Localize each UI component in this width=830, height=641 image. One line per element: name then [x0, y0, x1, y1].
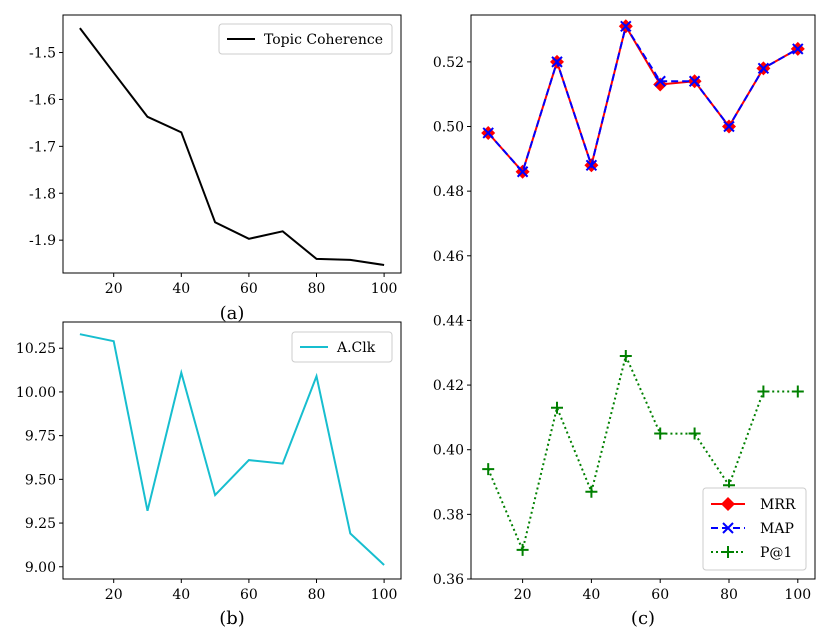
p-at-1-point [619, 349, 632, 362]
x-tick-label: 60 [651, 587, 669, 603]
y-tick-label: -1.9 [29, 233, 56, 249]
y-tick-label: -1.8 [29, 186, 56, 202]
map-point [757, 62, 770, 75]
topic-coherence-line [79, 27, 385, 266]
panel-b-ticks: 20 40 60 80 100 10.25 10.00 9.75 9.50 9.25 9.00 [16, 341, 398, 603]
x-tick-label: 80 [308, 587, 326, 603]
map-point [551, 56, 563, 68]
y-tick-label: 0.38 [433, 507, 464, 523]
x-tick-label: 80 [720, 587, 738, 603]
p-at-1-point [551, 401, 563, 414]
legend-marker-mrr [721, 497, 735, 511]
p-at-1-point [482, 463, 495, 476]
map-point [654, 75, 666, 87]
y-tick-label: 0.44 [433, 313, 464, 329]
y-tick-label: 10.00 [16, 385, 56, 401]
panel-c-legend: MRR MAP P@1 [702, 487, 807, 571]
x-tick-label: 100 [371, 281, 398, 297]
y-tick-label: 0.48 [433, 184, 464, 200]
y-tick-label: 9.00 [25, 560, 56, 576]
legend-label-topic-coherence: Topic Coherence [264, 32, 383, 48]
panel-a-frame [62, 14, 402, 274]
map-point [585, 159, 598, 171]
x-tick-label: 100 [371, 587, 398, 603]
legend-marker-p-at-1 [722, 546, 734, 558]
panel-a: 20 40 60 80 100 -1.5 -1.6 -1.7 -1.8 -1.9 Topic Co… [29, 14, 402, 324]
panel-a-legend: Topic Coherence [218, 23, 393, 55]
x-tick-label: 40 [172, 587, 190, 603]
x-tick-label: 40 [172, 281, 190, 297]
y-tick-label: 0.42 [433, 378, 464, 394]
p-at-1-point [791, 385, 804, 398]
panel-a-ticks: 20 40 60 80 100 -1.5 -1.6 -1.7 -1.8 -1.9 [29, 46, 397, 297]
panel-b-frame [62, 321, 402, 580]
map-point [792, 43, 804, 55]
y-tick-label: -1.6 [29, 92, 56, 108]
y-tick-label: 9.75 [25, 429, 56, 445]
x-tick-label: 100 [784, 587, 811, 603]
mrr-markers [481, 19, 805, 179]
legend-marker-map [722, 522, 734, 534]
p-at-1-point [688, 427, 701, 440]
y-tick-label: 0.40 [433, 443, 464, 459]
y-tick-label: 0.52 [433, 55, 464, 71]
x-tick-label: 40 [582, 587, 600, 603]
map-point [620, 20, 632, 33]
p-at-1-point [654, 427, 667, 440]
y-tick-label: 10.25 [16, 341, 56, 357]
caption-c: (c) [631, 608, 655, 629]
p-at-1-point [585, 485, 598, 498]
legend-label-aclk: A.Clk [336, 340, 376, 356]
map-point [688, 75, 701, 87]
x-tick-label: 20 [105, 587, 123, 603]
p-at-1-point [757, 385, 770, 398]
map-point [482, 127, 494, 139]
panel-c-ticks: 20 40 60 80 100 0.52 0.50 0.48 0.46 0.44 0.42 0.40 0… [433, 55, 811, 603]
map-markers [482, 20, 804, 178]
legend-label-p-at-1: P@1 [760, 545, 792, 561]
p-at-1-line [487, 352, 798, 554]
y-tick-label: 9.25 [25, 516, 56, 532]
legend-label-map: MAP [760, 521, 794, 537]
y-tick-label: 9.50 [25, 472, 56, 488]
map-point [723, 120, 735, 133]
y-tick-label: 0.36 [433, 572, 464, 588]
map-line [487, 23, 799, 174]
mrr-line [487, 23, 799, 174]
x-tick-label: 20 [514, 587, 532, 603]
panel-b: 20 40 60 80 100 10.25 10.00 9.75 9.50 9.25 9.00 A.… [16, 321, 402, 629]
x-tick-label: 80 [308, 281, 326, 297]
p-at-1-point [516, 543, 529, 556]
caption-a: (a) [220, 303, 245, 324]
map-point [516, 166, 529, 178]
legend-label-mrr: MRR [760, 497, 796, 513]
panel-c: 20 40 60 80 100 0.52 0.50 0.48 0.46 0.44 0.42 0.40 0… [433, 14, 816, 629]
caption-b: (b) [219, 608, 245, 629]
panel-b-legend: A.Clk [291, 331, 393, 363]
x-tick-label: 60 [240, 587, 258, 603]
aclk-line [79, 333, 385, 566]
legend-box [291, 331, 393, 363]
legend-box [218, 23, 393, 55]
x-tick-label: 20 [105, 281, 123, 297]
y-tick-label: -1.5 [29, 46, 56, 62]
panel-c-frame [470, 14, 816, 580]
p-at-1-markers [482, 349, 804, 556]
x-tick-label: 60 [240, 281, 258, 297]
y-tick-label: 0.50 [433, 120, 464, 136]
y-tick-label: -1.7 [29, 139, 56, 155]
mrr-point [653, 77, 668, 92]
y-tick-label: 0.46 [433, 249, 464, 265]
